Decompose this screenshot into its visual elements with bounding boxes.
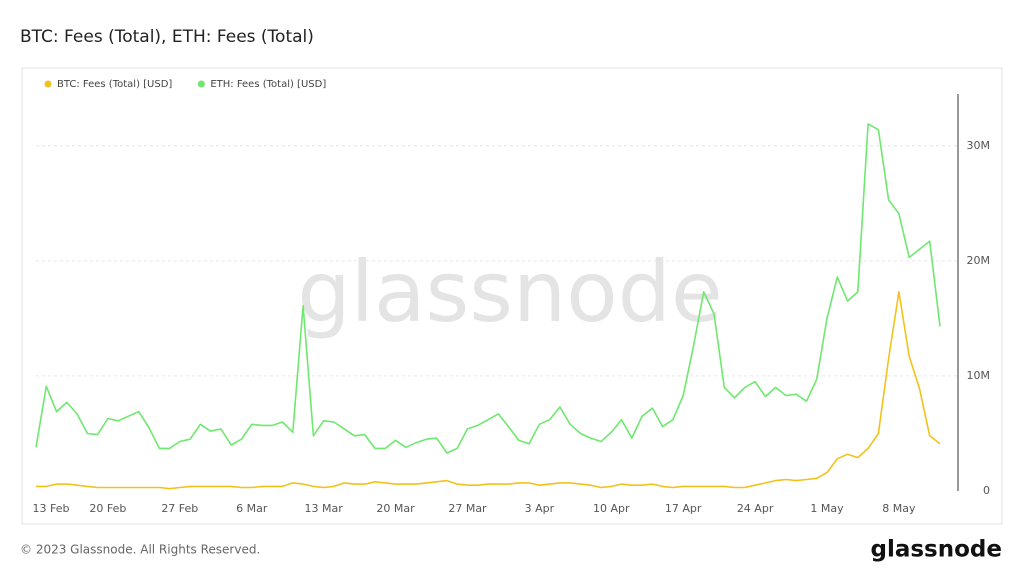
legend-marker xyxy=(197,80,205,88)
legend-marker xyxy=(44,80,52,88)
copyright: © 2023 Glassnode. All Rights Reserved. xyxy=(20,543,260,557)
legend-label: ETH: Fees (Total) [USD] xyxy=(210,79,326,90)
x-tick-label: 13 Mar xyxy=(305,502,344,515)
x-tick-label: 24 Apr xyxy=(737,502,774,515)
logo: glassnode xyxy=(871,537,1003,563)
x-tick-label: 17 Apr xyxy=(665,502,702,515)
x-tick-label: 8 May xyxy=(882,502,916,515)
x-tick-label: 20 Feb xyxy=(89,502,126,515)
y-tick-label: 10M xyxy=(967,369,991,382)
x-tick-label: 20 Mar xyxy=(376,502,415,515)
x-tick-label: 13 Feb xyxy=(33,502,70,515)
watermark: glassnode xyxy=(297,243,722,341)
x-tick-label: 27 Feb xyxy=(161,502,198,515)
x-tick-label: 10 Apr xyxy=(593,502,630,515)
y-tick-label: 20M xyxy=(967,254,991,267)
x-tick-label: 3 Apr xyxy=(525,502,555,515)
x-tick-label: 1 May xyxy=(810,502,844,515)
chart-panel xyxy=(21,67,1003,525)
x-tick-label: 27 Mar xyxy=(448,502,487,515)
y-tick-label: 0 xyxy=(983,484,990,497)
line-series xyxy=(35,123,941,454)
legend-label: BTC: Fees (Total) [USD] xyxy=(57,79,172,90)
y-tick-label: 30M xyxy=(967,139,991,152)
line-series xyxy=(36,291,941,490)
x-tick-label: 6 Mar xyxy=(236,502,268,515)
chart-title: BTC: Fees (Total), ETH: Fees (Total) xyxy=(20,27,314,47)
